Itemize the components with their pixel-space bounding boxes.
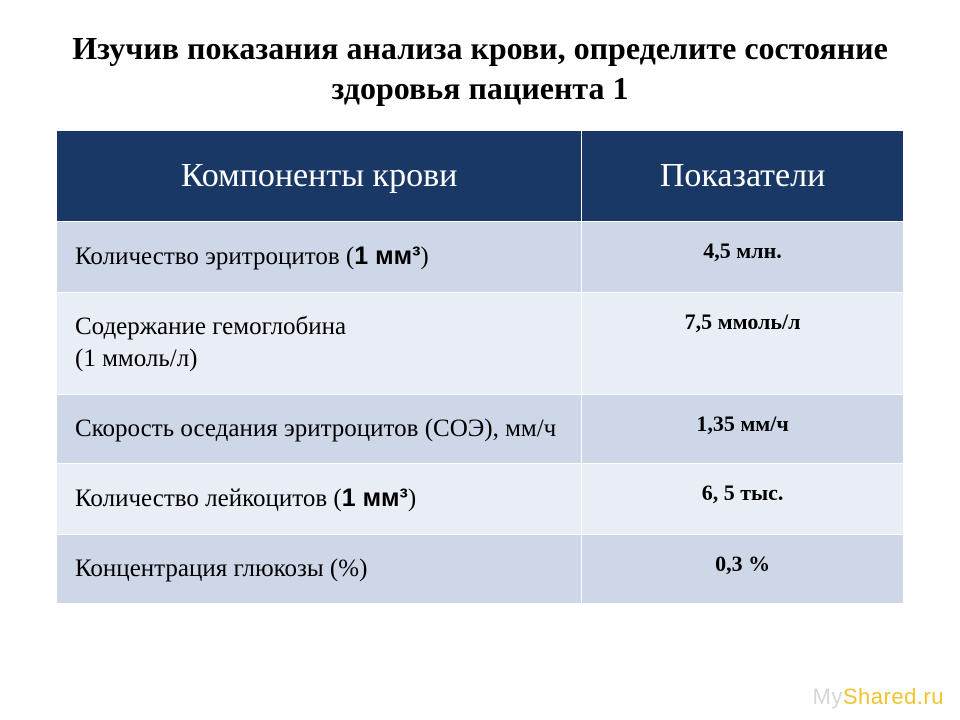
cell-component: Количество эритроцитов (1 мм³) — [57, 222, 582, 293]
slide-title: Изучив показания анализа крови, определи… — [56, 28, 904, 108]
table-row: Концентрация глюкозы (%) 0,3 % — [57, 534, 904, 604]
watermark-part1: My — [813, 684, 843, 709]
watermark-part2: Shared.ru — [843, 684, 944, 709]
blood-analysis-table: Компоненты крови Показатели Количество э… — [56, 130, 904, 604]
cell-value: 6, 5 тыс. — [582, 464, 904, 535]
header-components: Компоненты крови — [57, 131, 582, 222]
cell-value: 7,5 ммоль/л — [582, 292, 904, 394]
cell-value: 1,35 мм/ч — [582, 394, 904, 464]
header-values: Показатели — [582, 131, 904, 222]
cell-value: 4,5 млн. — [582, 222, 904, 293]
table-row: Количество эритроцитов (1 мм³) 4,5 млн. — [57, 222, 904, 293]
cell-component: Содержание гемоглобина (1 ммоль/л) — [57, 292, 582, 394]
slide: Изучив показания анализа крови, определи… — [0, 0, 960, 720]
watermark: MyShared.ru — [813, 684, 944, 710]
table-row: Скорость оседания эритроцитов (СОЭ), мм/… — [57, 394, 904, 464]
table-row: Количество лейкоцитов (1 мм³) 6, 5 тыс. — [57, 464, 904, 535]
cell-component: Количество лейкоцитов (1 мм³) — [57, 464, 582, 535]
cell-value: 0,3 % — [582, 534, 904, 604]
cell-component: Концентрация глюкозы (%) — [57, 534, 582, 604]
table-header-row: Компоненты крови Показатели — [57, 131, 904, 222]
cell-component: Скорость оседания эритроцитов (СОЭ), мм/… — [57, 394, 582, 464]
table-row: Содержание гемоглобина (1 ммоль/л) 7,5 м… — [57, 292, 904, 394]
